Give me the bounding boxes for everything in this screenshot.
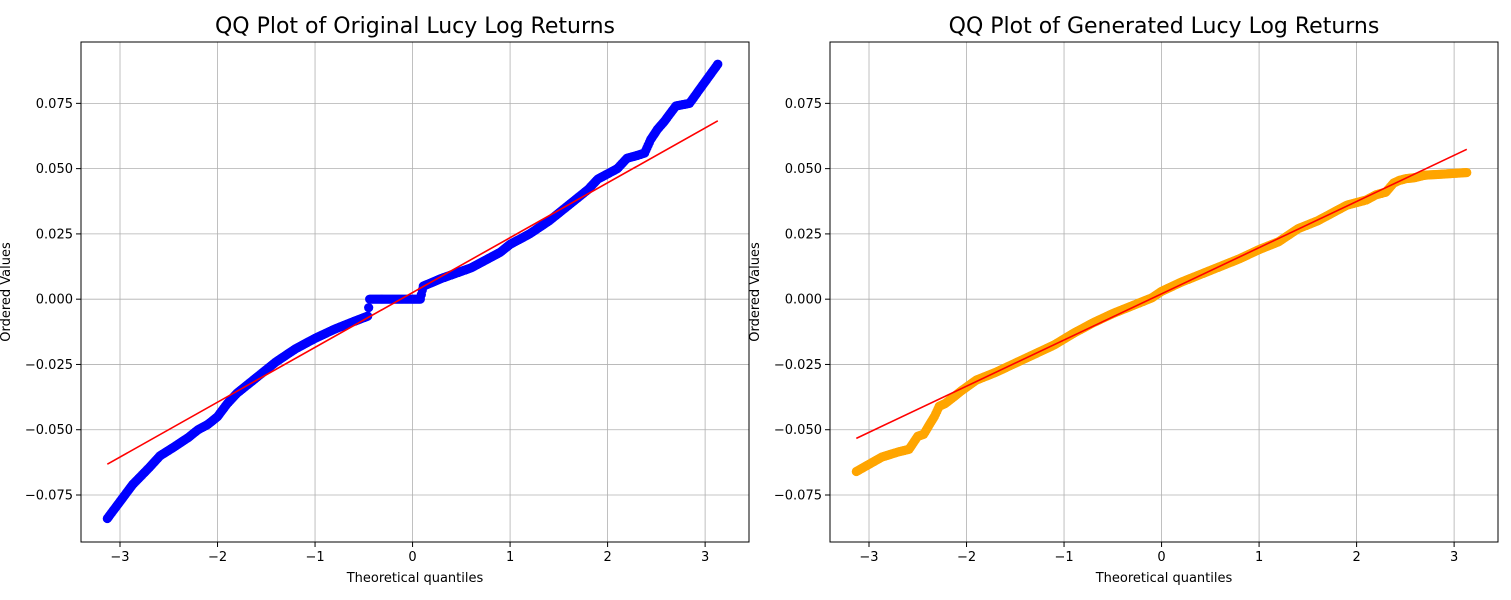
data-points: [102, 59, 723, 524]
y-tick-label: −0.075: [774, 489, 822, 504]
y-axis-label: Ordered Values: [0, 242, 14, 342]
chart-title: QQ Plot of Original Lucy Log Returns: [215, 14, 615, 39]
y-tick-label: 0.050: [785, 162, 822, 177]
right-qq-plot: −3 −2 −1 0 1 2 3 −0.075 −0.050 −0.025 0.000 0.025 0.…: [748, 14, 1499, 586]
x-tick-label: −3: [110, 550, 129, 565]
fit-line: [106, 120, 719, 465]
x-tick-label: −1: [305, 550, 324, 565]
y-tick-label: 0.025: [36, 227, 73, 242]
x-axis-label: Theoretical quantiles: [1095, 571, 1233, 586]
chart-title: QQ Plot of Generated Lucy Log Returns: [949, 14, 1380, 39]
x-tick-label: 3: [1450, 550, 1458, 565]
x-tick-label: −3: [859, 550, 878, 565]
left-qq-plot: −3 −2 −1 0 1 2 3 −0.075 −0.050 −0.025 0.000 0.025 0.…: [0, 14, 750, 586]
y-axis-label: Ordered Values: [748, 242, 763, 342]
fit-line: [855, 148, 1468, 440]
y-tick-label: 0.075: [36, 97, 73, 112]
x-tick-label: −2: [957, 550, 976, 565]
y-tick-label: 0.000: [36, 293, 73, 308]
y-tick-label: 0.050: [36, 162, 73, 177]
x-tick-label: 1: [506, 550, 514, 565]
axes-frame: [829, 41, 1499, 543]
x-tick-label: 2: [1352, 550, 1360, 565]
axes-frame: [80, 41, 750, 543]
y-tick-label: −0.025: [25, 358, 73, 373]
x-axis-label: Theoretical quantiles: [346, 571, 484, 586]
x-tick-label: 0: [408, 550, 416, 565]
x-tick-label: −1: [1054, 550, 1073, 565]
x-tick-label: 2: [603, 550, 611, 565]
y-tick-label: −0.025: [774, 358, 822, 373]
y-tick-label: −0.075: [25, 489, 73, 504]
y-tick-label: 0.075: [785, 97, 822, 112]
y-tick-label: 0.025: [785, 227, 822, 242]
y-tick-label: −0.050: [25, 423, 73, 438]
y-tick-label: 0.000: [785, 293, 822, 308]
x-tick-label: 1: [1255, 550, 1263, 565]
x-tick-label: −2: [208, 550, 227, 565]
x-tick-label: 3: [701, 550, 709, 565]
data-point: [1462, 167, 1472, 178]
x-tick-label: 0: [1157, 550, 1165, 565]
data-point: [364, 303, 374, 313]
y-tick-label: −0.050: [774, 423, 822, 438]
data-point: [713, 59, 723, 69]
